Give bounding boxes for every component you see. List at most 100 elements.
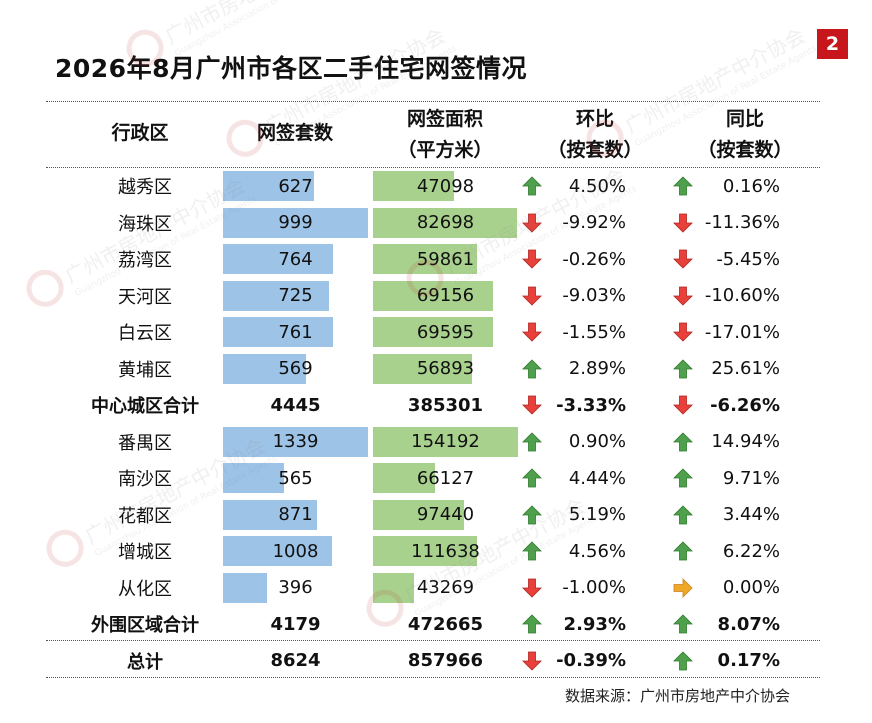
- up-arrow-icon: [522, 431, 542, 451]
- header-yoy-line1: 同比: [725, 108, 764, 130]
- area-value: 472665: [407, 613, 484, 635]
- down-arrow-icon: [522, 322, 542, 342]
- count-value: 764: [278, 248, 313, 270]
- up-arrow-icon: [673, 431, 693, 451]
- yoy-value: 6.22%: [722, 540, 780, 562]
- area-value: 385301: [407, 394, 484, 416]
- table-row: 荔湾区 764 59861 -0.26% -5.45%: [0, 241, 872, 277]
- area-value: 857966: [407, 650, 484, 671]
- count-value: 725: [278, 285, 313, 306]
- svg-text:广州市房地产中介协会: 广州市房地产中介协会: [161, 0, 349, 48]
- count-bar: [223, 572, 267, 603]
- header-area-line1: 网签面积: [406, 108, 483, 130]
- right-arrow-icon: [673, 577, 693, 598]
- down-arrow-icon: [673, 395, 693, 415]
- down-arrow-icon: [522, 249, 542, 269]
- area-bar: [373, 317, 494, 347]
- area-bar: [373, 353, 472, 384]
- page-title: 2026年8月广州市各区二手住宅网签情况: [55, 54, 527, 83]
- mom-value: -0.39%: [556, 650, 626, 671]
- count-value: 8624: [270, 650, 321, 671]
- down-arrow-icon: [673, 213, 693, 233]
- count-value: 1008: [272, 540, 319, 562]
- summary-row: 总计 8624 857966 -0.39% 0.17%: [0, 643, 872, 679]
- header-count: 网签套数: [256, 122, 333, 144]
- count-bar: [223, 536, 332, 566]
- area-value: 43269: [416, 577, 475, 598]
- district-name: 总计: [127, 651, 163, 673]
- table-row: 增城区 1008 111638 4.56% 6.22%: [0, 533, 872, 569]
- mom-value: 4.56%: [568, 540, 626, 562]
- area-value: 66127: [416, 467, 475, 489]
- area-value: 47098: [416, 175, 475, 197]
- up-arrow-icon: [522, 614, 542, 634]
- district-name: 海珠区: [118, 213, 172, 235]
- up-arrow-icon: [673, 650, 693, 670]
- down-arrow-icon: [673, 249, 693, 269]
- up-arrow-icon: [673, 468, 693, 488]
- area-value: 56893: [416, 358, 475, 379]
- district-name: 黄埔区: [118, 359, 172, 381]
- header-top-divider: [46, 101, 820, 102]
- district-name: 增城区: [118, 542, 172, 563]
- count-value: 871: [278, 504, 313, 525]
- count-bar: [223, 499, 318, 530]
- count-value: 565: [278, 467, 313, 489]
- table-row: 花都区 871 97440 5.19% 3.44%: [0, 497, 872, 533]
- count-value: 4179: [270, 613, 321, 635]
- up-arrow-icon: [522, 176, 542, 196]
- count-bar: [223, 463, 284, 493]
- count-bar: [223, 353, 306, 384]
- area-bar: [373, 280, 494, 311]
- yoy-value: -17.01%: [704, 321, 780, 343]
- up-arrow-icon: [673, 541, 693, 561]
- district-name: 花都区: [118, 505, 172, 527]
- down-arrow-icon: [522, 395, 542, 415]
- count-bar: [223, 426, 368, 457]
- district-name: 外围区域合计: [91, 615, 199, 636]
- table-row: 从化区 396 43269 -1.00% 0.00%: [0, 570, 872, 606]
- up-arrow-icon: [522, 358, 542, 378]
- table-row: 白云区 761 69595 -1.55% -17.01%: [0, 314, 872, 350]
- down-arrow-icon: [673, 322, 693, 342]
- area-value: 111638: [411, 540, 480, 562]
- table-row: 海珠区 999 82698 -9.92% -11.36%: [0, 205, 872, 241]
- area-value: 97440: [416, 504, 475, 525]
- yoy-value: -10.60%: [704, 285, 780, 306]
- count-bar: [223, 171, 315, 201]
- count-bar: [223, 244, 334, 274]
- yoy-value: -11.36%: [704, 212, 780, 233]
- header-district: 行政区: [111, 122, 169, 144]
- area-bar: [373, 572, 414, 603]
- area-bar: [373, 499, 465, 530]
- down-arrow-icon: [522, 651, 542, 671]
- down-arrow-icon: [522, 213, 542, 233]
- area-value: 154192: [411, 431, 480, 452]
- up-arrow-icon: [673, 358, 693, 378]
- mom-value: 4.50%: [568, 175, 626, 197]
- yoy-value: 0.17%: [717, 650, 780, 671]
- count-value: 999: [278, 212, 313, 233]
- yoy-value: 25.61%: [711, 358, 780, 379]
- area-value: 69595: [416, 321, 475, 343]
- header-mom-line2: （按套数）: [547, 139, 643, 161]
- up-arrow-icon: [522, 541, 542, 561]
- district-name: 中心城区合计: [91, 396, 199, 417]
- count-value: 4445: [270, 394, 321, 416]
- yoy-value: 0.16%: [722, 175, 780, 197]
- area-bar: [373, 171, 455, 201]
- yoy-value: 9.71%: [722, 467, 780, 489]
- district-name: 天河区: [118, 286, 172, 308]
- down-arrow-icon: [673, 286, 693, 306]
- yoy-value: 3.44%: [722, 504, 780, 525]
- area-bar: [373, 463, 436, 493]
- mom-value: 2.93%: [563, 613, 626, 635]
- table-bottom-divider: [46, 677, 820, 678]
- down-arrow-icon: [522, 286, 542, 306]
- up-arrow-icon: [522, 468, 542, 488]
- count-value: 569: [278, 358, 313, 379]
- mom-value: 2.89%: [568, 358, 626, 379]
- area-value: 82698: [416, 212, 475, 233]
- header-bottom-divider: [46, 167, 820, 168]
- district-name: 番禺区: [118, 432, 172, 454]
